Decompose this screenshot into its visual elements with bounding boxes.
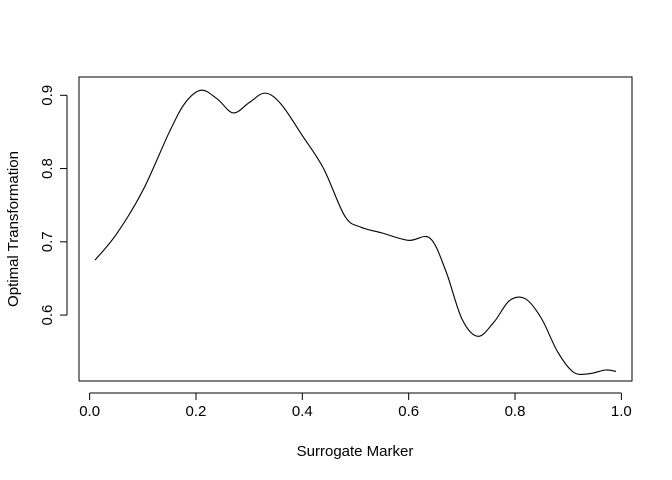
y-tick-label: 0.7 xyxy=(39,231,56,252)
series-line xyxy=(94,89,617,376)
x-tick-label: 0.2 xyxy=(186,403,207,420)
series-points xyxy=(93,88,618,375)
x-axis-label: Surrogate Marker xyxy=(297,443,414,460)
x-tick-label: 0.4 xyxy=(292,403,313,420)
x-tick-label: 0.6 xyxy=(398,403,419,420)
y-axis-label: Optimal Transformation xyxy=(5,151,22,307)
x-tick-label: 0.8 xyxy=(505,403,526,420)
x-tick-label: 0.0 xyxy=(79,403,100,420)
y-axis: 0.6 0.7 0.8 0.9 xyxy=(39,85,68,326)
plot-frame xyxy=(78,76,633,382)
x-axis: 0.0 0.2 0.4 0.6 0.8 1.0 xyxy=(79,392,632,420)
y-tick-label: 0.6 xyxy=(39,305,56,326)
y-tick-label: 0.9 xyxy=(39,85,56,106)
x-tick-label: 1.0 xyxy=(611,403,632,420)
y-tick-label: 0.8 xyxy=(39,158,56,179)
